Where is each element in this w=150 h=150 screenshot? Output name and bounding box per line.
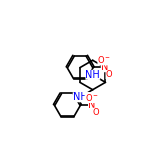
Text: N: N	[88, 100, 95, 110]
Text: NH: NH	[85, 70, 100, 80]
Text: O$^-$: O$^-$	[97, 54, 111, 65]
Text: NH: NH	[73, 92, 87, 102]
Text: O: O	[106, 70, 112, 79]
Text: O: O	[93, 108, 99, 117]
Text: N: N	[101, 62, 108, 72]
Text: O$^-$: O$^-$	[85, 92, 99, 103]
